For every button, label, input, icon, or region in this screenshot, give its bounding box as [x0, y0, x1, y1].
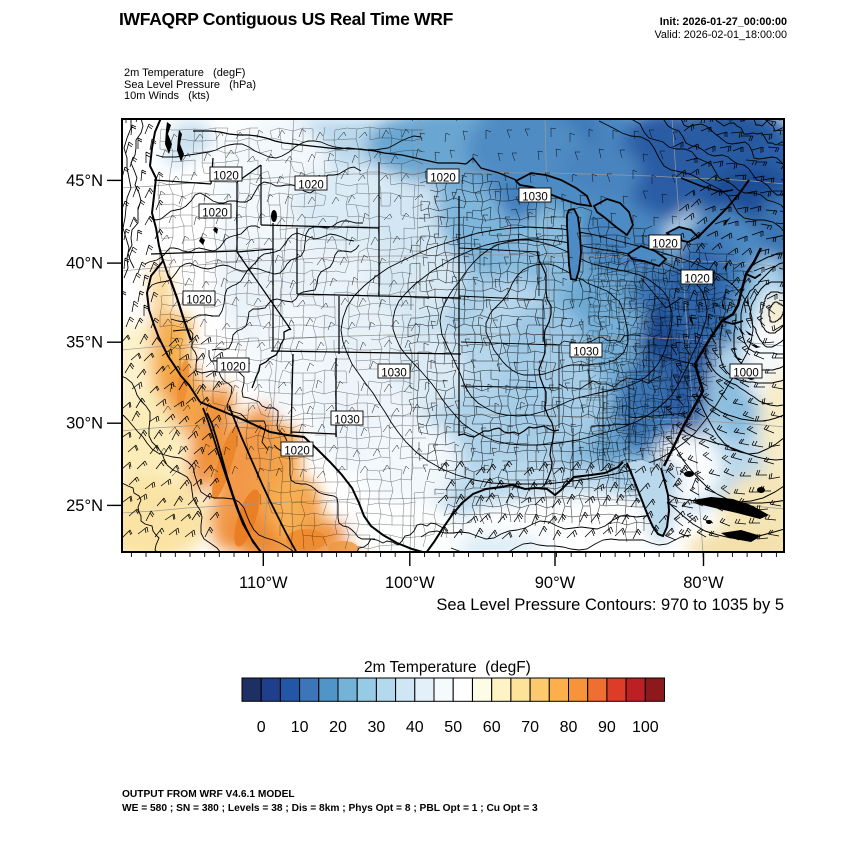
- svg-text:80: 80: [560, 719, 578, 736]
- svg-text:100°W: 100°W: [385, 574, 435, 592]
- svg-text:30°N: 30°N: [66, 415, 103, 433]
- svg-text:0: 0: [257, 719, 266, 736]
- svg-text:1020: 1020: [430, 173, 456, 185]
- svg-text:10: 10: [291, 719, 309, 736]
- svg-text:1020: 1020: [202, 208, 228, 220]
- svg-text:25°N: 25°N: [66, 497, 103, 515]
- svg-text:1020: 1020: [284, 446, 310, 458]
- svg-text:20: 20: [329, 719, 347, 736]
- svg-text:110°W: 110°W: [239, 574, 288, 592]
- svg-text:70: 70: [521, 719, 539, 736]
- svg-text:1020: 1020: [298, 180, 324, 192]
- svg-text:1030: 1030: [522, 192, 548, 204]
- svg-text:30: 30: [368, 719, 386, 736]
- svg-text:1020: 1020: [220, 362, 246, 374]
- svg-text:1030: 1030: [334, 415, 360, 427]
- svg-text:50: 50: [444, 719, 462, 736]
- svg-text:1020: 1020: [652, 239, 678, 251]
- svg-text:35°N: 35°N: [66, 334, 103, 352]
- svg-text:1030: 1030: [381, 368, 407, 380]
- svg-text:40: 40: [406, 719, 424, 736]
- svg-text:1020: 1020: [186, 295, 212, 307]
- svg-text:1000: 1000: [733, 368, 759, 380]
- svg-text:80°W: 80°W: [683, 574, 724, 592]
- svg-text:1020: 1020: [684, 274, 710, 286]
- svg-text:45°N: 45°N: [66, 172, 103, 190]
- svg-text:90°W: 90°W: [535, 574, 576, 592]
- svg-text:100: 100: [632, 719, 659, 736]
- svg-text:1030: 1030: [573, 347, 599, 359]
- svg-text:90: 90: [598, 719, 616, 736]
- svg-text:1020: 1020: [213, 171, 239, 183]
- svg-text:40°N: 40°N: [66, 255, 103, 273]
- svg-text:60: 60: [483, 719, 501, 736]
